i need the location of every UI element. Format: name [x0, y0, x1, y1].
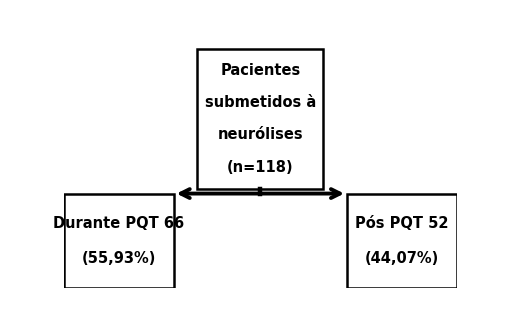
FancyBboxPatch shape: [347, 193, 457, 288]
FancyBboxPatch shape: [64, 193, 174, 288]
Text: Pós PQT 52

(44,07%): Pós PQT 52 (44,07%): [355, 216, 449, 266]
Text: Pacientes

submetidos à

neurólises

(n=118): Pacientes submetidos à neurólises (n=118…: [205, 63, 316, 175]
Text: Durante PQT 66

(55,93%): Durante PQT 66 (55,93%): [53, 216, 184, 266]
FancyBboxPatch shape: [197, 49, 323, 189]
